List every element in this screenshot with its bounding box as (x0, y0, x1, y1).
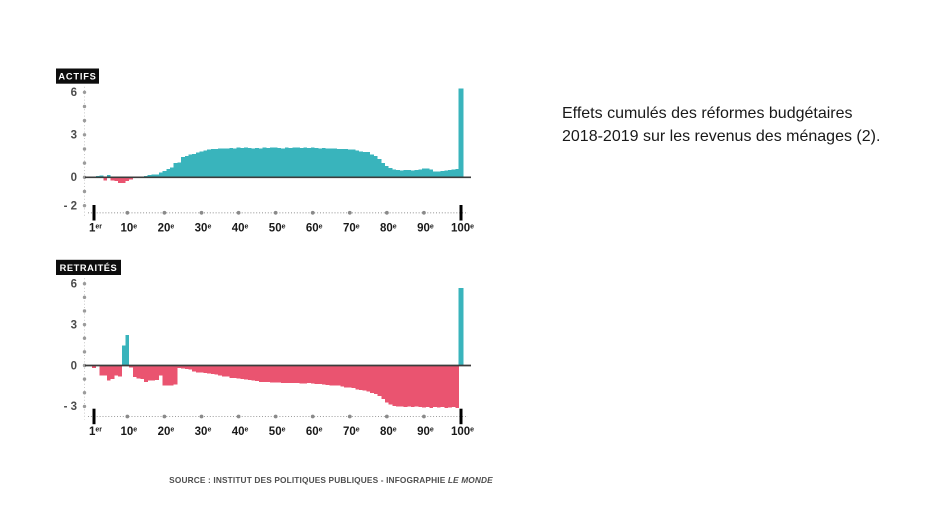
svg-text:50e: 50e (269, 426, 286, 438)
svg-text:- 3: - 3 (64, 401, 77, 413)
svg-text:30e: 30e (195, 426, 212, 438)
svg-text:6: 6 (71, 279, 77, 291)
svg-text:40e: 40e (232, 426, 249, 438)
svg-text:20e: 20e (158, 223, 175, 235)
svg-text:10e: 10e (121, 223, 138, 235)
svg-text:Effets cumulés des réformes bu: Effets cumulés des réformes budgétaires (562, 105, 853, 122)
svg-text:90e: 90e (417, 426, 434, 438)
svg-text:70e: 70e (343, 426, 360, 438)
svg-text:ACTIFS: ACTIFS (58, 72, 96, 82)
svg-text:90e: 90e (417, 223, 434, 235)
svg-text:2018-2019 sur les revenus des: 2018-2019 sur les revenus des ménages (2… (562, 128, 880, 145)
svg-text:60e: 60e (306, 223, 323, 235)
svg-text:60e: 60e (306, 426, 323, 438)
svg-text:0: 0 (71, 360, 77, 372)
svg-text:3: 3 (71, 130, 77, 142)
svg-text:50e: 50e (269, 223, 286, 235)
svg-text:80e: 80e (380, 223, 397, 235)
svg-text:100e: 100e (451, 223, 474, 235)
svg-text:- 2: - 2 (64, 200, 77, 212)
svg-text:10e: 10e (121, 426, 138, 438)
svg-text:SOURCE : INSTITUT DES POLITIQU: SOURCE : INSTITUT DES POLITIQUES PUBLIQU… (169, 475, 493, 485)
svg-text:0: 0 (71, 172, 77, 184)
svg-text:70e: 70e (343, 223, 360, 235)
svg-text:40e: 40e (232, 223, 249, 235)
svg-text:3: 3 (71, 319, 77, 331)
svg-text:6: 6 (71, 87, 77, 99)
svg-text:20e: 20e (158, 426, 175, 438)
svg-text:80e: 80e (380, 426, 397, 438)
svg-text:100e: 100e (451, 426, 474, 438)
svg-text:30e: 30e (195, 223, 212, 235)
svg-text:RETRAITÉS: RETRAITÉS (60, 263, 118, 273)
